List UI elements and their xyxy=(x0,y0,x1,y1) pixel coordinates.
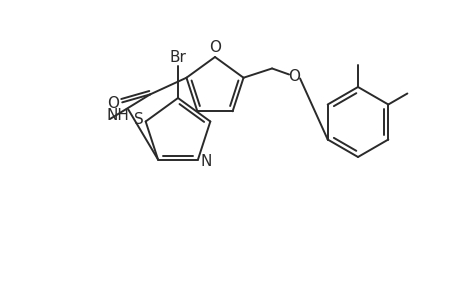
Text: O: O xyxy=(208,40,220,55)
Text: Br: Br xyxy=(169,50,186,64)
Text: S: S xyxy=(134,112,143,127)
Text: N: N xyxy=(200,154,211,169)
Text: O: O xyxy=(107,96,119,111)
Text: NH: NH xyxy=(106,107,129,122)
Text: O: O xyxy=(287,69,299,84)
